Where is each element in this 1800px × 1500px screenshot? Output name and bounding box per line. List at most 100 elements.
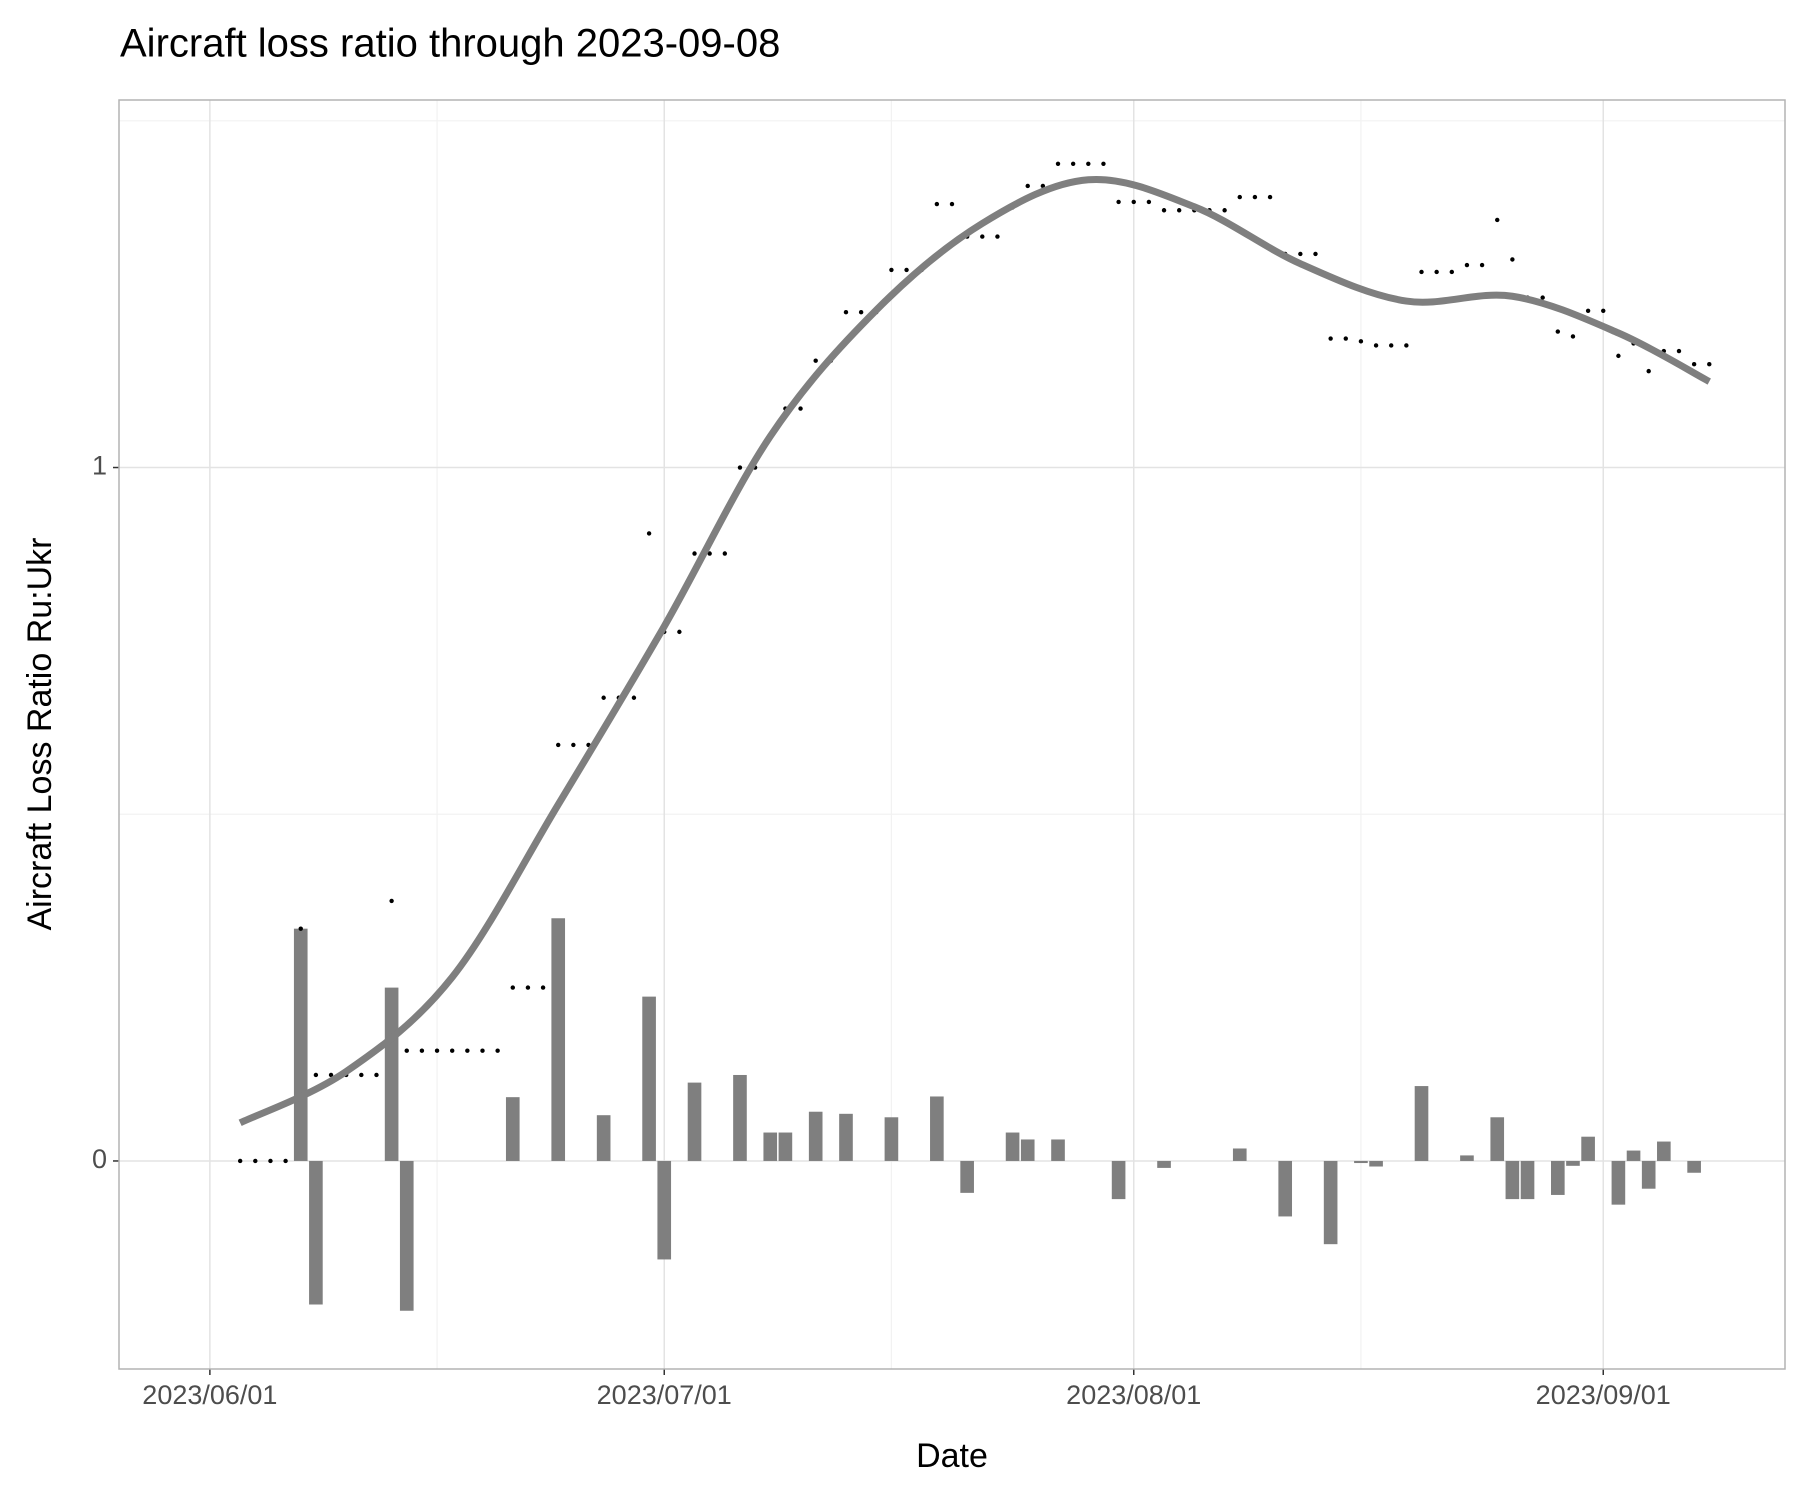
point [1176,208,1182,213]
point [404,1048,409,1053]
bar [1020,1139,1035,1161]
y-tick-label: 1 [92,451,107,481]
point [1237,194,1242,200]
bar [1354,1160,1368,1164]
point [646,531,652,536]
bar [1490,1117,1505,1161]
point [1161,208,1167,213]
point [1601,308,1606,314]
bar [384,987,399,1161]
point [1510,257,1515,262]
bar [505,1097,520,1161]
point [1555,329,1561,334]
point [556,742,561,748]
point [1313,251,1318,257]
point [374,1072,379,1078]
point [495,1048,500,1053]
point [934,201,940,207]
bar [1520,1160,1535,1200]
point [843,309,849,315]
x-tick-label: 2023/08/01 [1066,1380,1201,1410]
point [1252,194,1258,200]
chart-title: Aircraft loss ratio through 2023-09-08 [120,22,780,66]
x-axis-title: Date [916,1437,988,1475]
point [1101,161,1106,166]
bar [1460,1155,1474,1161]
point [1358,339,1364,344]
point [253,1158,258,1164]
point [631,695,637,700]
bar [551,918,566,1161]
point [268,1158,273,1164]
point [1131,199,1136,205]
bar [733,1074,747,1161]
point [1389,343,1394,348]
point [1298,251,1303,257]
point [1449,269,1455,275]
point [1116,199,1121,205]
bar [596,1115,611,1161]
point [1086,161,1091,166]
bar [1641,1160,1656,1189]
point [1616,353,1621,359]
x-tick-label: 2023/09/01 [1536,1380,1671,1410]
bar [808,1111,823,1161]
bar [399,1160,414,1311]
point [1419,269,1424,275]
point [1585,308,1591,314]
point [1328,336,1333,341]
point [1707,362,1712,367]
point [737,465,743,470]
bar [1657,1141,1671,1161]
point [419,1048,425,1053]
point [1570,334,1576,339]
bar [1505,1160,1520,1200]
bar [642,996,656,1161]
point [571,742,576,748]
point [450,1048,455,1053]
x-tick-label: 2023/06/01 [142,1380,277,1410]
point [540,985,546,990]
point [1146,199,1152,205]
point [1646,368,1651,374]
point [677,629,682,635]
y-tick-label: 0 [92,1144,107,1174]
y-axis-title: Aircraft Loss Ratio Ru:Ukr [21,538,59,931]
bar [1111,1160,1126,1200]
point [692,551,697,556]
point [328,1072,334,1078]
bar [778,1132,793,1161]
bar [1414,1086,1429,1161]
point [465,1048,470,1053]
bar [1157,1160,1171,1168]
point [889,267,894,273]
point [1434,269,1439,275]
plot-border [118,99,1786,1370]
bar [839,1113,853,1161]
bar [1581,1136,1595,1161]
point [813,358,818,363]
bar [1611,1160,1626,1205]
bar [1687,1160,1701,1173]
bar [1566,1160,1580,1166]
point [1404,343,1409,348]
point [510,985,515,990]
point [1691,362,1697,367]
point [525,985,531,990]
point [1495,217,1500,223]
point [707,551,712,556]
point [1055,161,1061,166]
bar [763,1132,778,1161]
bar [960,1160,974,1193]
point [858,309,864,315]
point [1373,343,1379,348]
point [480,1048,485,1053]
bar [1232,1148,1247,1161]
bar [687,1082,702,1161]
point [995,234,1000,239]
point [1025,183,1030,189]
point [798,406,803,411]
point [298,926,303,931]
